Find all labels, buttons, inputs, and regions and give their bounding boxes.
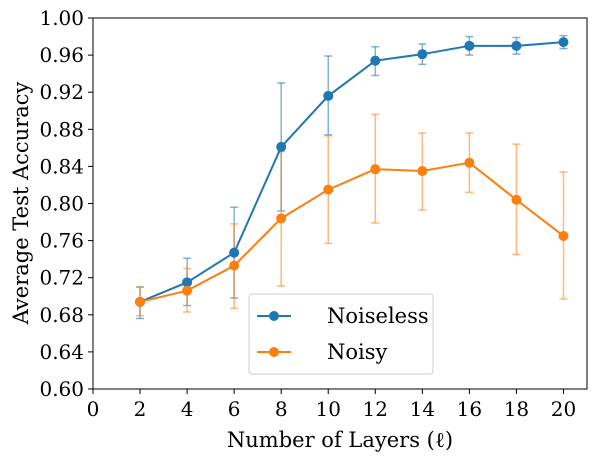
x-tick-label: 16 bbox=[457, 397, 482, 421]
x-tick-label: 6 bbox=[228, 397, 241, 421]
noiseless-data-point bbox=[511, 40, 522, 51]
legend-marker-noiseless bbox=[269, 311, 279, 321]
noisy-data-point bbox=[229, 260, 240, 271]
noisy-data-point bbox=[323, 184, 334, 195]
marker-layer bbox=[135, 37, 569, 307]
x-axis-ticks: 0 2 4 6 8 10 12 14 16 18 20 bbox=[87, 389, 576, 421]
legend-label-noisy: Noisy bbox=[327, 340, 388, 364]
x-tick-label: 18 bbox=[504, 397, 529, 421]
x-tick-label: 14 bbox=[410, 397, 435, 421]
noiseless-data-point bbox=[417, 49, 428, 60]
legend-label-noiseless: Noiseless bbox=[327, 304, 429, 328]
y-tick-label: 0.84 bbox=[39, 154, 84, 178]
y-tick-label: 0.88 bbox=[39, 117, 84, 141]
legend-marker-noisy bbox=[269, 347, 279, 357]
noisy-data-point bbox=[135, 296, 146, 307]
noiseless-data-point bbox=[229, 247, 240, 258]
y-axis-ticks: 0.60 0.64 0.68 0.72 0.76 0.80 0.84 0.88 0.92 0.96… bbox=[39, 6, 93, 401]
y-axis-label: Average Test Accuracy bbox=[9, 81, 33, 325]
noisy-data-point bbox=[182, 285, 193, 296]
x-tick-label: 2 bbox=[134, 397, 147, 421]
y-tick-label: 0.80 bbox=[39, 192, 84, 216]
x-axis-label: Number of Layers (ℓ) bbox=[227, 428, 453, 452]
x-tick-label: 20 bbox=[551, 397, 576, 421]
y-tick-label: 1.00 bbox=[39, 6, 84, 30]
y-tick-label: 0.60 bbox=[39, 377, 84, 401]
x-tick-label: 12 bbox=[363, 397, 388, 421]
y-tick-label: 0.68 bbox=[39, 303, 84, 327]
x-tick-label: 0 bbox=[87, 397, 100, 421]
y-tick-label: 0.92 bbox=[39, 80, 84, 104]
noisy-data-point bbox=[511, 194, 522, 205]
noisy-series-line bbox=[139, 161, 565, 303]
x-tick-label: 4 bbox=[181, 397, 194, 421]
noisy-data-point bbox=[558, 230, 569, 241]
noisy-data-point bbox=[417, 166, 428, 177]
noiseless-data-point bbox=[370, 55, 381, 66]
y-tick-label: 0.96 bbox=[39, 43, 84, 67]
x-tick-label: 8 bbox=[275, 397, 288, 421]
noiseless-data-point bbox=[464, 40, 475, 51]
legend-box bbox=[248, 293, 434, 375]
y-tick-label: 0.64 bbox=[39, 340, 84, 364]
legend: Noiseless Noisy bbox=[248, 293, 434, 375]
y-tick-label: 0.72 bbox=[39, 266, 84, 290]
noisy-data-point bbox=[276, 213, 287, 224]
y-tick-label: 0.76 bbox=[39, 229, 84, 253]
series-line-layer bbox=[139, 41, 565, 303]
noiseless-series-line bbox=[139, 41, 564, 303]
x-tick-label: 10 bbox=[316, 397, 341, 421]
noiseless-data-point bbox=[276, 141, 287, 152]
noisy-data-point bbox=[464, 157, 475, 168]
noiseless-data-point bbox=[323, 90, 334, 101]
noiseless-data-point bbox=[558, 37, 569, 48]
noisy-data-point bbox=[370, 164, 381, 175]
noiseless-data-point bbox=[182, 277, 193, 288]
